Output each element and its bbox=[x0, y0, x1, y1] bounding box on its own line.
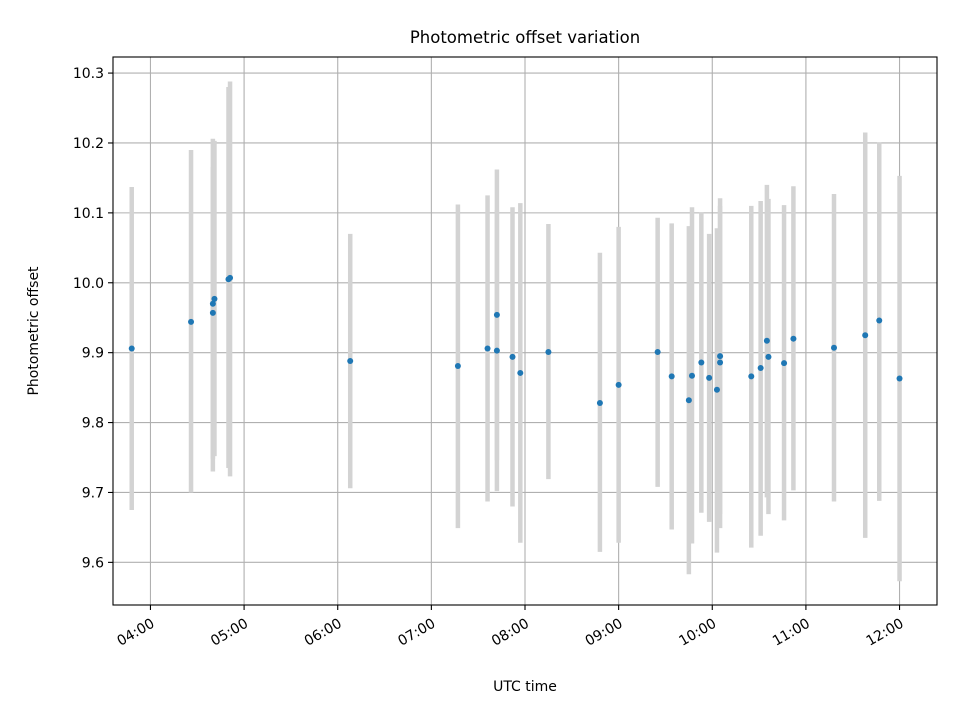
data-point bbox=[596, 399, 603, 406]
y-axis-label: Photometric offset bbox=[26, 266, 42, 396]
data-point bbox=[896, 375, 903, 382]
data-point bbox=[454, 362, 461, 369]
data-point bbox=[831, 344, 837, 351]
x-tick-label: 07:00 bbox=[395, 616, 438, 650]
data-point bbox=[790, 335, 797, 342]
x-tick-label: 05:00 bbox=[208, 616, 251, 650]
data-point bbox=[211, 295, 218, 302]
y-tick-label: 10.1 bbox=[73, 206, 104, 222]
x-tick-label: 12:00 bbox=[864, 616, 907, 650]
data-point bbox=[484, 345, 491, 352]
chart-title: Photometric offset variation bbox=[410, 28, 640, 47]
y-tick-label: 10.3 bbox=[73, 66, 104, 82]
data-point bbox=[717, 353, 724, 360]
x-tick-label: 08:00 bbox=[489, 616, 532, 650]
data-point bbox=[781, 360, 788, 367]
y-tick-label: 9.9 bbox=[82, 346, 104, 362]
y-tick-label: 10.2 bbox=[73, 136, 104, 152]
y-tick-label: 9.6 bbox=[82, 555, 104, 571]
data-point bbox=[748, 373, 755, 380]
data-point bbox=[517, 369, 524, 376]
data-point bbox=[209, 300, 216, 307]
data-points bbox=[128, 274, 903, 406]
data-point bbox=[209, 309, 216, 316]
data-point bbox=[493, 311, 500, 318]
data-point bbox=[493, 347, 500, 354]
data-point bbox=[706, 374, 713, 381]
data-point bbox=[685, 397, 692, 404]
x-tick-label: 09:00 bbox=[583, 616, 626, 650]
data-point bbox=[763, 337, 770, 344]
x-tick-label: 06:00 bbox=[302, 616, 345, 650]
data-point bbox=[654, 348, 661, 355]
grid bbox=[113, 57, 937, 605]
data-point bbox=[698, 359, 705, 366]
data-point bbox=[545, 348, 552, 355]
data-point bbox=[688, 372, 695, 379]
data-point bbox=[713, 386, 720, 393]
x-axis-label: UTC time bbox=[493, 679, 557, 695]
y-tick-label: 10.0 bbox=[73, 276, 104, 292]
data-point bbox=[615, 381, 622, 388]
data-point bbox=[757, 365, 764, 372]
y-tick-label: 9.7 bbox=[82, 485, 104, 501]
x-tick-label: 10:00 bbox=[676, 616, 719, 650]
data-point bbox=[876, 317, 883, 324]
y-axis-ticks: 9.6 9.7 9.8 9.9 10.0 10.1 10.2 10.3 bbox=[73, 66, 113, 571]
y-tick-label: 9.8 bbox=[82, 416, 104, 432]
data-point bbox=[765, 353, 772, 360]
error-bars bbox=[129, 81, 902, 582]
x-tick-label: 04:00 bbox=[115, 616, 158, 650]
data-point bbox=[862, 332, 869, 339]
data-point bbox=[128, 345, 135, 352]
x-axis-ticks: 04:00 05:00 06:00 07:00 08:00 09:00 10:00 11:00… bbox=[115, 605, 907, 650]
data-point bbox=[227, 274, 234, 281]
data-point bbox=[509, 353, 516, 360]
x-tick-label: 11:00 bbox=[770, 616, 813, 650]
data-point bbox=[717, 359, 724, 366]
data-point bbox=[347, 358, 354, 365]
data-point bbox=[668, 373, 675, 380]
data-point bbox=[188, 318, 195, 325]
